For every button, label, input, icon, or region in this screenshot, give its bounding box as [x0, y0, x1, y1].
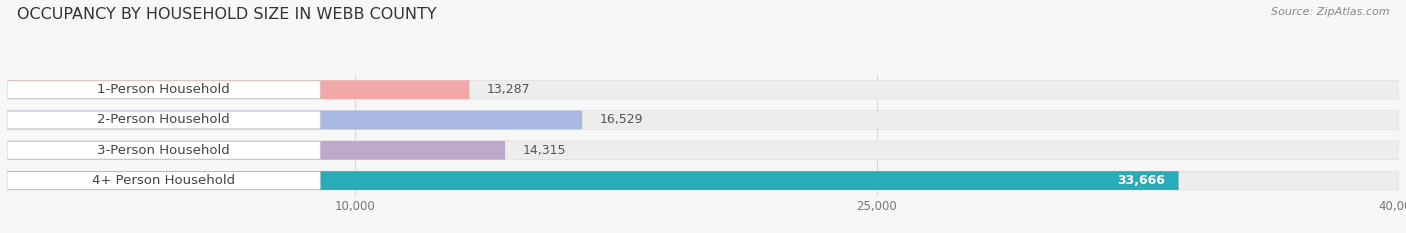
FancyBboxPatch shape: [7, 81, 321, 99]
Text: 2-Person Household: 2-Person Household: [97, 113, 231, 127]
FancyBboxPatch shape: [7, 171, 1178, 190]
Text: 1-Person Household: 1-Person Household: [97, 83, 231, 96]
FancyBboxPatch shape: [7, 141, 321, 159]
Text: 13,287: 13,287: [486, 83, 530, 96]
FancyBboxPatch shape: [7, 80, 470, 99]
FancyBboxPatch shape: [7, 172, 321, 189]
Text: 3-Person Household: 3-Person Household: [97, 144, 231, 157]
FancyBboxPatch shape: [7, 111, 582, 129]
Text: OCCUPANCY BY HOUSEHOLD SIZE IN WEBB COUNTY: OCCUPANCY BY HOUSEHOLD SIZE IN WEBB COUN…: [17, 7, 436, 22]
FancyBboxPatch shape: [7, 111, 1399, 129]
Text: 14,315: 14,315: [523, 144, 567, 157]
FancyBboxPatch shape: [7, 111, 321, 129]
Text: Source: ZipAtlas.com: Source: ZipAtlas.com: [1271, 7, 1389, 17]
FancyBboxPatch shape: [7, 141, 1399, 160]
Text: 16,529: 16,529: [599, 113, 643, 127]
FancyBboxPatch shape: [7, 141, 505, 160]
Text: 33,666: 33,666: [1116, 174, 1164, 187]
FancyBboxPatch shape: [7, 171, 1399, 190]
FancyBboxPatch shape: [7, 80, 1399, 99]
Text: 4+ Person Household: 4+ Person Household: [91, 174, 235, 187]
